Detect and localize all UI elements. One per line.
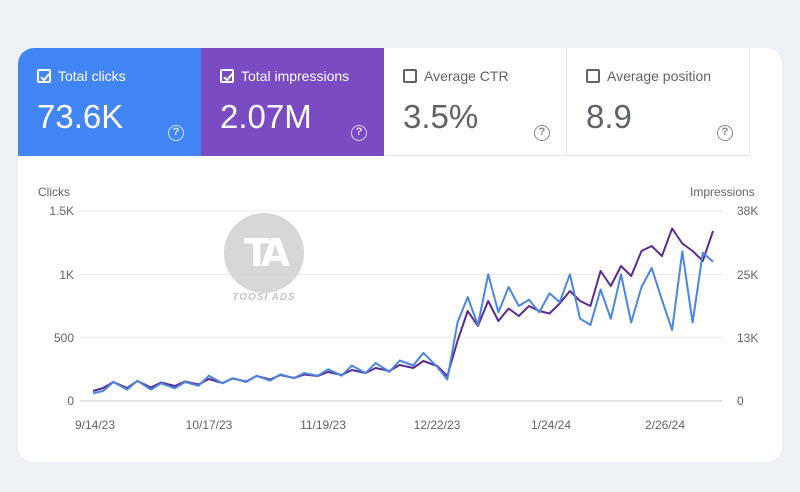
metric-label: Average CTR [424,68,509,84]
help-icon[interactable]: ? [351,125,367,141]
watermark-logo-icon [224,213,304,293]
metric-label: Average position [607,68,712,84]
left-axis-title: Clicks [38,185,70,199]
help-icon[interactable]: ? [534,125,550,141]
metric-value: 8.9 [586,98,632,135]
series-line-clicks [92,250,714,395]
watermark-monogram: TA [243,231,290,275]
help-icon[interactable]: ? [168,125,184,141]
performance-card: Total clicks 73.6K ? Total impressions 2… [18,48,782,462]
x-tick-label: 10/17/23 [185,418,233,432]
x-tick-label: 12/22/23 [413,418,461,432]
left-tick-label: 1K [59,268,74,282]
checkbox-checked-icon[interactable] [220,69,234,83]
metric-value: 73.6K [37,98,124,135]
series-line-impressions [92,227,714,392]
left-tick-label: 500 [53,331,74,345]
watermark-text: TOOSI ADS [232,292,296,303]
metric-value: 3.5% [403,98,479,135]
metric-label: Total impressions [241,68,350,84]
checkbox-unchecked-icon[interactable] [403,69,417,83]
right-tick-label: 13K [737,331,759,345]
left-tick-label: 1.5K [49,204,74,218]
metric-label: Total clicks [58,68,126,84]
right-tick-label: 25K [737,268,759,282]
metric-average-ctr[interactable]: Average CTR 3.5% ? [384,48,567,156]
checkbox-checked-icon[interactable] [37,69,51,83]
toosi-ads-watermark: TA TOOSI ADS [224,213,304,305]
metric-total-clicks[interactable]: Total clicks 73.6K ? [18,48,201,156]
help-icon[interactable]: ? [717,125,733,141]
x-tick-label: 9/14/23 [74,418,116,432]
checkbox-unchecked-icon[interactable] [586,69,600,83]
metric-value: 2.07M [220,98,312,135]
metric-selector: Total clicks 73.6K ? Total impressions 2… [18,48,782,156]
x-tick-label: 2/26/24 [644,418,686,432]
x-tick-label: 11/19/23 [300,418,346,432]
left-tick-label: 0 [67,394,74,408]
right-axis-title: Impressions [690,185,755,199]
x-tick-label: 1/24/24 [530,418,572,432]
right-tick-label: 0 [737,394,744,408]
right-tick-label: 38K [737,204,759,218]
metric-total-impressions[interactable]: Total impressions 2.07M ? [201,48,384,156]
metric-average-position[interactable]: Average position 8.9 ? [567,48,750,156]
